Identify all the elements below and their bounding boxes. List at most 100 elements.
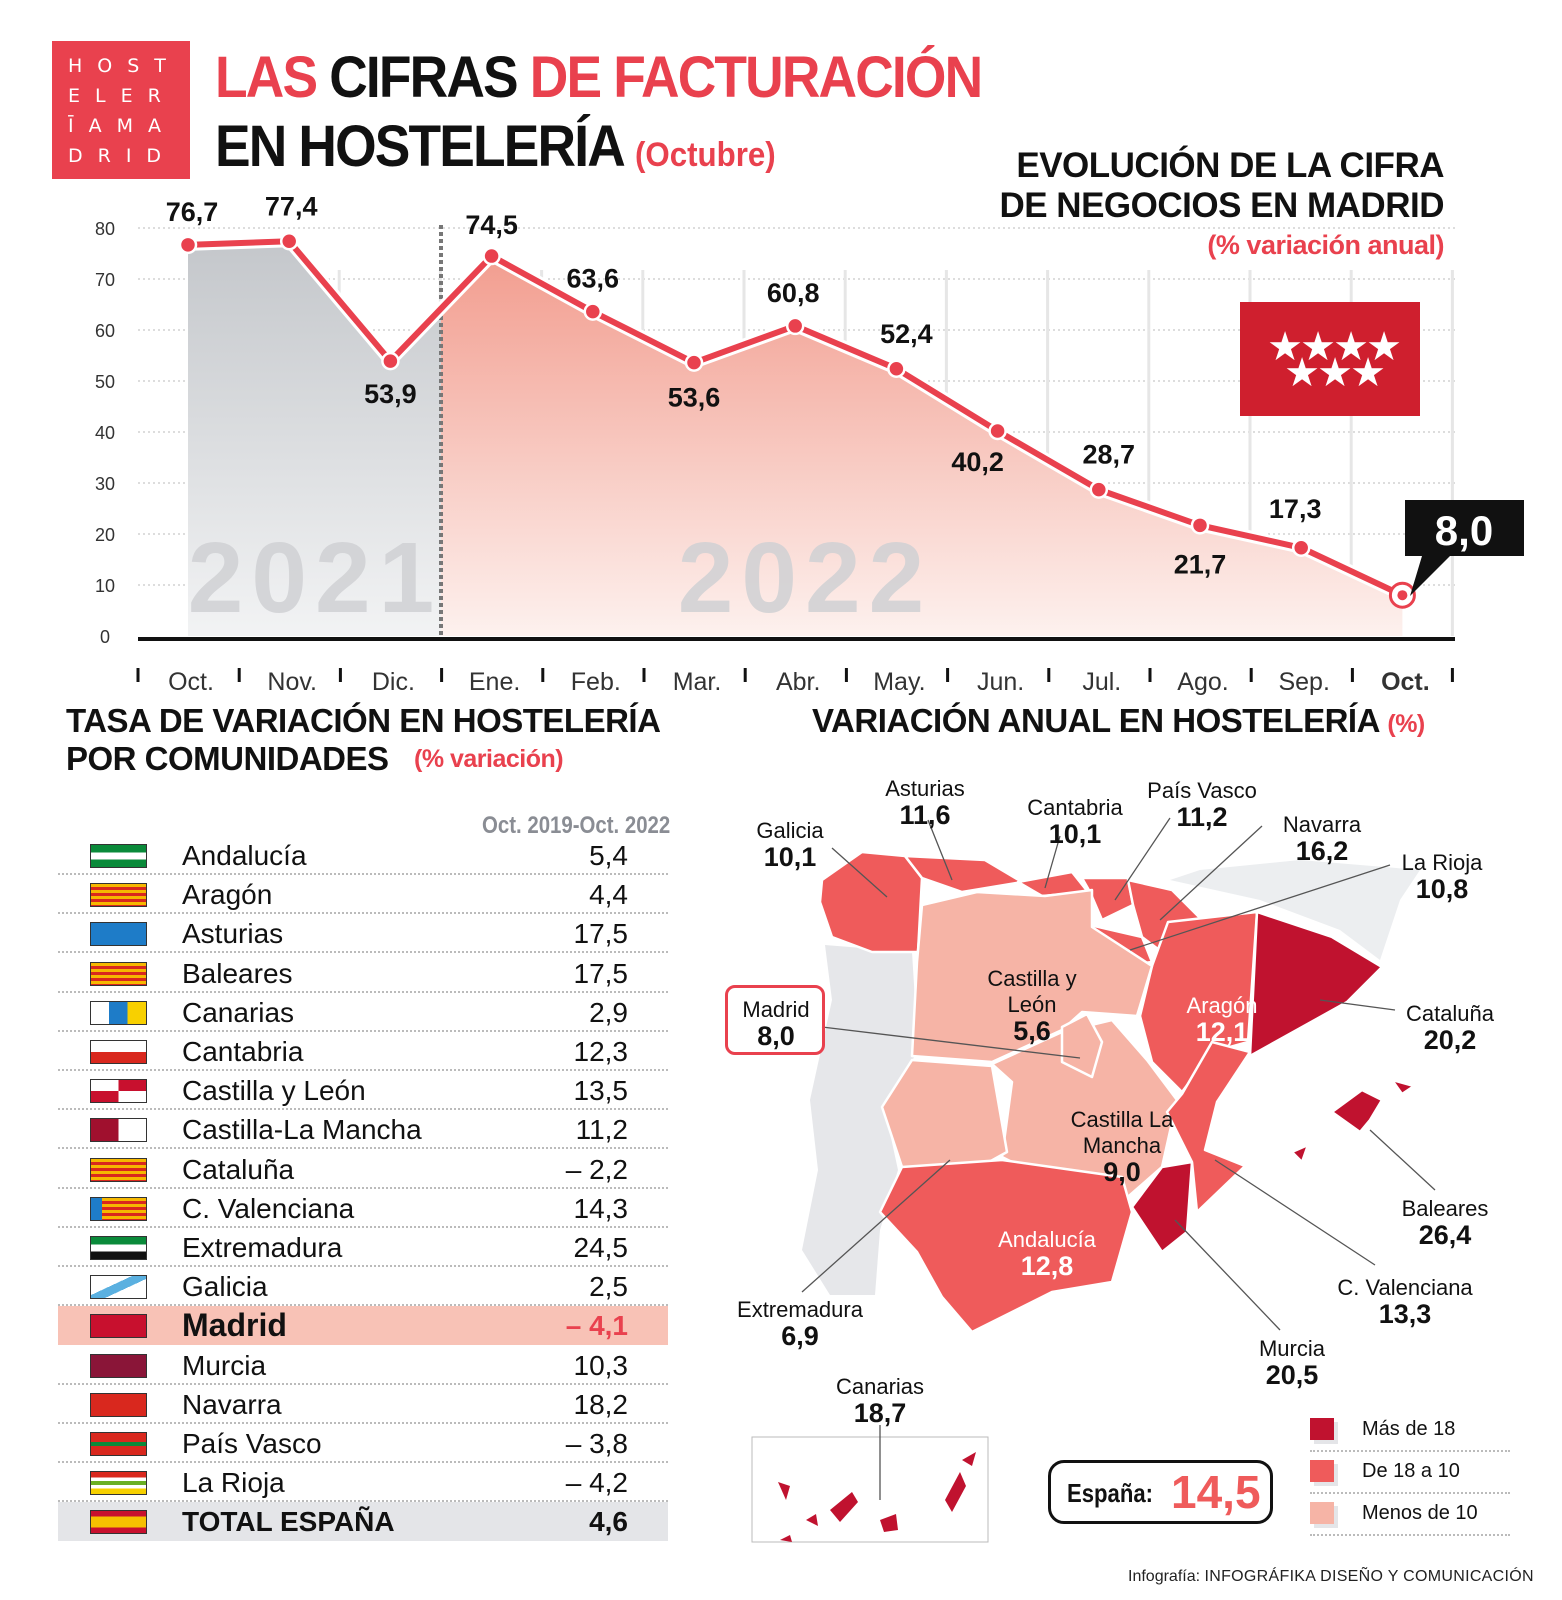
table-row: Baleares 17,5 (58, 954, 668, 993)
region-baleares-menorca[interactable] (1390, 1078, 1416, 1096)
canarias-islands[interactable] (778, 1452, 976, 1542)
area-2021 (188, 241, 441, 636)
region-cataluna[interactable] (1248, 910, 1384, 1058)
x-tick-label: May. (873, 668, 925, 696)
region-value: – 4,1 (565, 1310, 628, 1342)
region-name: La Rioja (182, 1467, 285, 1499)
x-tick-label: Mar. (673, 668, 722, 696)
region-murcia[interactable] (1130, 1160, 1194, 1254)
svg-text:★: ★ (1333, 324, 1369, 370)
region-value: 17,5 (573, 918, 629, 950)
map-region-value: 11,6 (899, 800, 951, 830)
region-andalucia[interactable] (878, 1158, 1134, 1334)
table-row: País Vasco – 3,8 (58, 1424, 668, 1463)
region-asturias[interactable] (903, 854, 1024, 894)
region-flag-icon (90, 844, 147, 868)
map-region-value: 11,2 (1176, 802, 1228, 832)
y-tick-label: 80 (95, 219, 115, 239)
data-label: 53,6 (668, 383, 721, 413)
stars-icon: ★★★★★★★ (1267, 324, 1402, 396)
map-label-rioja: La Rioja 10,8 (1352, 850, 1532, 903)
region-name: Asturias (182, 918, 284, 950)
table-row: Madrid – 4,1 (58, 1306, 668, 1346)
map-label-madrid: Madrid 8,0 (686, 997, 866, 1050)
canarias-inset (751, 1436, 989, 1543)
credit: Infografía: INFOGRÁFIKA DISEÑO Y COMUNIC… (1128, 1568, 1534, 1586)
table-row: Navarra 18,2 (58, 1385, 668, 1424)
map-label-asturias: Asturias 11,6 (835, 776, 1015, 830)
map-region-name: País Vasco (1147, 778, 1257, 803)
logo-line: DRID (68, 145, 177, 167)
region-flag-icon (90, 1392, 147, 1417)
region-flag-icon (90, 1236, 147, 1260)
madrid-flag: ★ ★ ★ ★ ★ ★ ★ (1240, 302, 1420, 416)
year-label: 2022 (678, 522, 932, 634)
map-region-name: Asturias (885, 776, 965, 801)
y-tick-label: 60 (95, 321, 115, 341)
credit-prefix: Infografía: (1128, 1568, 1201, 1585)
map-region-name: Extremadura (737, 1297, 863, 1322)
map-label-clm: Castilla La Mancha 9,0 (1032, 1107, 1212, 1186)
data-label: 52,4 (880, 319, 933, 349)
data-point (381, 351, 400, 371)
region-castilla-leon[interactable] (910, 888, 1154, 1064)
map-label-navarra: Navarra 16,2 (1232, 812, 1412, 865)
chart-title: EVOLUCIÓN DE LA CIFRA DE NEGOCIOS EN MAD… (964, 146, 1444, 264)
x-tick-label: Feb. (571, 668, 621, 696)
region-name: Navarra (182, 1388, 282, 1420)
map-region-name: C. Valenciana (1337, 1275, 1473, 1300)
table-row: Canarias 2,9 (58, 993, 668, 1032)
table-row: Galicia 2,5 (58, 1267, 668, 1307)
map-label-andalucia: Andalucía 12,8 (957, 1227, 1137, 1281)
region-flag-icon (90, 1000, 147, 1025)
region-name: Madrid (182, 1307, 287, 1344)
map-region-value: 12,8 (1020, 1251, 1074, 1281)
data-label: 74,5 (465, 210, 518, 240)
region-value: 13,5 (573, 1075, 629, 1107)
title-word: LAS (215, 45, 318, 110)
region-flag-icon (90, 1314, 147, 1339)
region-value: 12,3 (573, 1036, 629, 1067)
data-label: 17,3 (1269, 494, 1322, 524)
logo-line: ELER (68, 85, 176, 107)
region-flag-icon (90, 1118, 147, 1143)
data-point (482, 246, 501, 266)
region-flag-icon (90, 1471, 147, 1496)
map-label-pvasco: País Vasco 11,2 (1112, 778, 1292, 832)
map-region-name: Murcia (1258, 1336, 1325, 1361)
map-region-name: Galicia (756, 818, 824, 843)
area-2022 (441, 256, 1403, 636)
map-region-value: 13,3 (1378, 1299, 1432, 1329)
data-label: 76,7 (166, 197, 219, 227)
svg-text:★: ★ (1300, 324, 1336, 370)
hosteleria-madrid-logo: HOST ELER ĪAMA DRID (52, 41, 190, 179)
map-label-aragon: Aragón 12,1 (1132, 993, 1312, 1046)
region-value: 2,5 (589, 1271, 628, 1303)
data-point (988, 421, 1007, 441)
map-title-unit: (%) (1387, 710, 1425, 738)
map-region-value: 26,4 (1418, 1220, 1472, 1250)
map-region-name: Cataluña (1405, 1001, 1495, 1026)
current-value-label: 8,0 (1435, 507, 1493, 554)
region-extremadura[interactable] (880, 1058, 1009, 1179)
data-point (1291, 538, 1311, 558)
region-flag-icon (90, 922, 147, 947)
table-row: Andalucía 5,4 (58, 836, 668, 875)
map-label-galicia: Galicia 10,1 (700, 818, 880, 871)
region-name: Castilla y León (182, 1075, 366, 1107)
map-region-value: 20,5 (1265, 1360, 1319, 1390)
espana-label: España: (1067, 1478, 1153, 1508)
data-label: 40,2 (951, 447, 1004, 477)
region-baleares-minor[interactable] (1290, 1143, 1310, 1164)
region-baleares[interactable] (1330, 1088, 1384, 1134)
table-row: La Rioja – 4,2 (58, 1463, 668, 1503)
data-point-current-core (1397, 590, 1408, 601)
region-value: 14,3 (573, 1192, 629, 1224)
logo-line: ĪAMA (68, 115, 176, 137)
map-region-value: 10,1 (1048, 819, 1102, 849)
line-chart: 0 10 20 30 40 50 60 70 80 2021 2022 76,7 77,4 53,9 74,… (95, 191, 1524, 696)
region-flag-icon (90, 883, 147, 908)
region-flag-icon (90, 1157, 147, 1182)
map-label-cataluna: Cataluña 20,2 (1360, 1001, 1540, 1054)
